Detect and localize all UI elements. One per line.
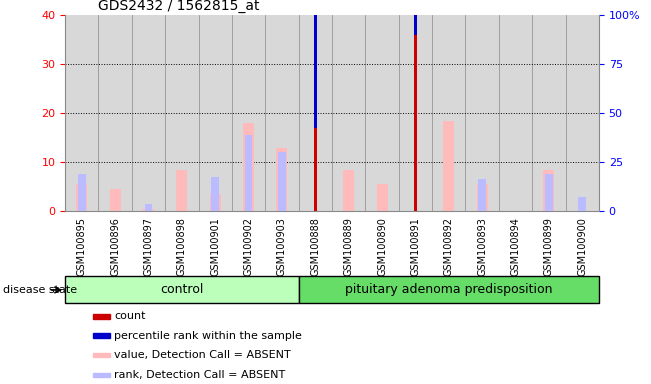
Text: value, Detection Call = ABSENT: value, Detection Call = ABSENT (114, 350, 291, 360)
Bar (232, 15, 266, 211)
Bar (278, 152, 286, 211)
Text: count: count (114, 311, 146, 321)
Bar (266, 15, 299, 211)
Bar (332, 15, 365, 211)
Text: percentile rank within the sample: percentile rank within the sample (114, 331, 302, 341)
Bar (212, 177, 219, 211)
Text: control: control (160, 283, 204, 296)
Bar (109, 189, 120, 211)
Bar (76, 184, 87, 211)
Bar (376, 184, 387, 211)
Bar (143, 209, 154, 211)
Text: GDS2432 / 1562815_at: GDS2432 / 1562815_at (98, 0, 259, 13)
Bar (465, 15, 499, 211)
Bar (93, 372, 110, 377)
Bar (245, 135, 253, 211)
Bar (65, 276, 299, 303)
Text: disease state: disease state (3, 285, 77, 295)
Bar (544, 170, 555, 211)
Bar (499, 15, 533, 211)
Bar (65, 15, 98, 211)
Bar (93, 353, 110, 357)
Bar (477, 184, 488, 211)
Text: pituitary adenoma predisposition: pituitary adenoma predisposition (345, 283, 553, 296)
Bar (165, 15, 199, 211)
Bar (93, 333, 110, 338)
Bar (578, 197, 586, 211)
Bar (432, 15, 465, 211)
Bar (243, 123, 254, 211)
Bar (566, 15, 599, 211)
Bar (78, 174, 86, 211)
Bar (93, 314, 110, 319)
Bar (343, 170, 354, 211)
Bar (414, 0, 417, 35)
Bar (145, 204, 152, 211)
Bar (443, 121, 454, 211)
Bar (478, 179, 486, 211)
Bar (399, 15, 432, 211)
Bar (132, 15, 165, 211)
Bar (314, 0, 317, 128)
Bar (365, 15, 398, 211)
Bar (314, 128, 317, 211)
Bar (545, 174, 553, 211)
Bar (277, 147, 288, 211)
Bar (210, 194, 221, 211)
Text: rank, Detection Call = ABSENT: rank, Detection Call = ABSENT (114, 370, 285, 380)
Bar (299, 276, 599, 303)
Bar (414, 35, 417, 211)
Bar (98, 15, 132, 211)
Bar (533, 15, 566, 211)
Bar (199, 15, 232, 211)
Bar (176, 170, 187, 211)
Bar (299, 15, 332, 211)
